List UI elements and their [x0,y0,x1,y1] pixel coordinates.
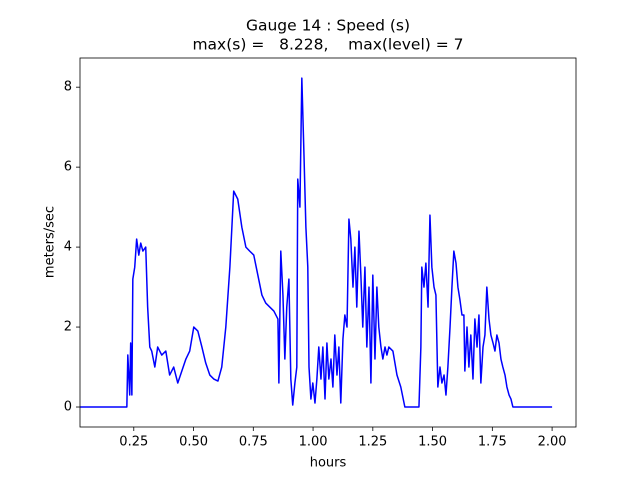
chart-title: Gauge 14 : Speed (s) [246,17,410,35]
y-tick-label: 0 [64,400,72,415]
x-tick-label: 1.00 [299,435,328,450]
y-tick-label: 6 [64,160,72,175]
x-tick-label: 0.75 [239,435,268,450]
x-axis-label: hours [310,456,347,471]
axes-frame [79,57,577,428]
data-line [80,77,553,408]
x-tick-label: 2.00 [538,435,567,450]
x-tick-label: 1.25 [358,435,387,450]
chart-subtitle: max(s) = 8.228, max(level) = 7 [192,36,463,54]
x-tick-label: 0.25 [119,435,148,450]
y-tick-label: 4 [64,240,72,255]
y-tick-label: 8 [64,80,72,95]
x-tick-label: 0.50 [179,435,208,450]
y-axis-label: meters/sec [43,206,58,278]
x-tick-label: 1.50 [418,435,447,450]
y-tick-label: 2 [64,320,72,335]
x-tick-label: 1.75 [478,435,507,450]
